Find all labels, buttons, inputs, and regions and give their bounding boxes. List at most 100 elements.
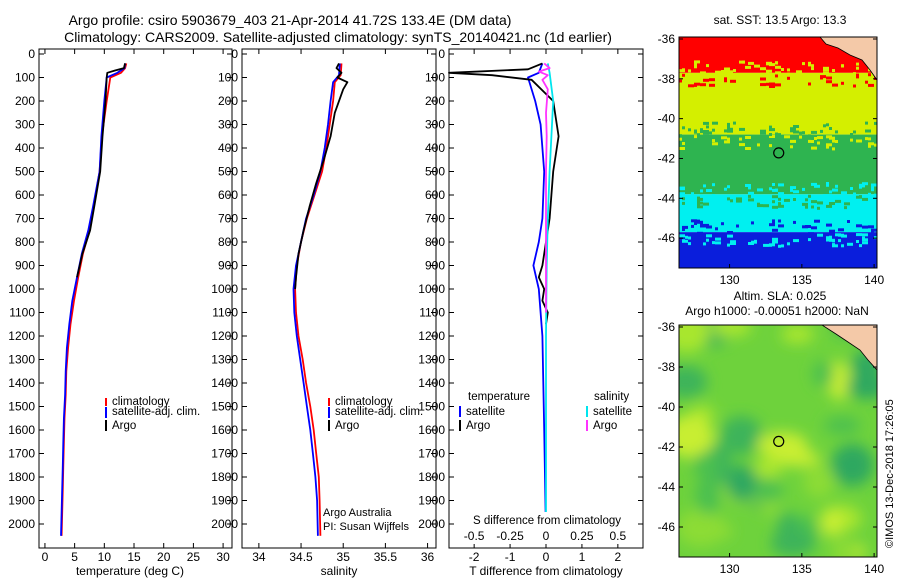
- sst-pixel: [832, 188, 838, 192]
- sst-pixel: [697, 220, 703, 224]
- y-tick-label: 600: [15, 188, 35, 202]
- sst-pixel: [874, 236, 877, 240]
- sst-pixel: [772, 195, 778, 199]
- map-x-tick-label: 135: [792, 273, 812, 287]
- sst-pixel: [772, 240, 778, 244]
- sla-blob: [846, 373, 877, 399]
- sst-pixel: [844, 202, 850, 206]
- sst-pixel: [694, 222, 697, 225]
- sst-pixel: [832, 83, 838, 87]
- sst-pixel: [817, 233, 823, 237]
- sst-pixel: [832, 239, 835, 243]
- sst-map-frame: [678, 36, 878, 269]
- sst-pixel: [829, 127, 832, 130]
- map-y-tick-label: -42: [658, 151, 676, 165]
- sst-pixel: [727, 185, 730, 189]
- x-tick-label: 10: [98, 550, 112, 564]
- sst-pixel: [856, 139, 862, 143]
- legend-t-argo: Argo: [466, 420, 490, 432]
- sst-pixel: [757, 202, 760, 206]
- sst-pixel: [856, 62, 859, 66]
- sla-x-ticks: 130 135 140: [720, 553, 884, 576]
- sst-pixel: [862, 182, 868, 186]
- s-difference-ticks: -0.5 -0.25 0 0.25 0.5: [464, 529, 627, 543]
- sst-y-ticks: -36 -38 -40 -42 -44 -46: [658, 32, 877, 245]
- sst-pixel: [736, 224, 739, 228]
- y-tick-label: 1700: [211, 447, 238, 461]
- sst-pixel: [862, 225, 868, 229]
- map-y-tick-label: -44: [658, 480, 676, 494]
- sst-pixel: [850, 138, 853, 142]
- sst-pixel: [826, 238, 829, 242]
- sst-pixel: [856, 224, 862, 228]
- sst-pixel: [727, 129, 733, 133]
- sst-pixel: [802, 187, 805, 191]
- sst-pixel: [703, 223, 709, 227]
- sla-blob: [754, 455, 781, 484]
- sst-pixel: [763, 204, 769, 208]
- imos-watermark: ©IMOS 13-Dec-2018 17:26:05: [884, 399, 896, 548]
- sla-blob: [823, 416, 861, 434]
- y-tick-label: 800: [15, 235, 35, 249]
- temperature-lines: [60, 63, 128, 536]
- sst-pixel: [832, 69, 835, 72]
- sst-pixel: [700, 128, 703, 132]
- sla-blob: [781, 325, 815, 344]
- temperature-x-ticks: 0 5 10 15 20 25 30: [42, 49, 230, 564]
- sst-pixel: [826, 223, 832, 227]
- y-tick-label: 1400: [8, 376, 35, 390]
- sst-pixel: [838, 228, 844, 232]
- temperature-legend: climatology satellite-adj. clim. Argo: [105, 396, 200, 432]
- y-tick-label: 0: [438, 47, 445, 61]
- sst-pixel: [682, 197, 685, 201]
- sst-pixel: [775, 133, 781, 137]
- pi-note: PI: Susan Wijffels: [323, 521, 409, 533]
- sst-pixel: [808, 63, 811, 67]
- sst-pixel: [730, 79, 736, 83]
- sst-pixel: [874, 193, 877, 197]
- y-tick-label: 1200: [8, 329, 35, 343]
- sst-pixel: [682, 239, 688, 243]
- y-tick-label: 1100: [419, 306, 445, 320]
- sst-pixel: [814, 137, 817, 140]
- sst-pixel: [721, 136, 727, 140]
- sst-pixel: [829, 136, 835, 140]
- sst-pixel: [772, 237, 778, 241]
- sla-blob: [831, 443, 874, 487]
- sst-pixel: [769, 243, 772, 247]
- sst-pixel: [700, 189, 703, 193]
- map-y-tick-label: -42: [658, 440, 676, 454]
- sst-pixel: [856, 66, 859, 70]
- y-tick-label: 100: [15, 71, 35, 85]
- map-y-tick-label: -38: [658, 360, 676, 374]
- sst-pixel: [799, 135, 802, 139]
- sst-pixel: [829, 202, 835, 205]
- legend-temperature-title: temperature: [468, 391, 530, 403]
- sst-pixel: [706, 225, 712, 229]
- y-tick-label: 400: [425, 141, 445, 155]
- sst-pixel: [778, 224, 784, 228]
- sst-pixel: [688, 242, 691, 246]
- sst-pixel: [691, 192, 694, 196]
- sst-pixel: [811, 205, 814, 209]
- y-tick-label: 1400: [418, 376, 445, 390]
- sst-speckle: [679, 60, 877, 248]
- sst-pixel: [727, 125, 730, 129]
- sst-pixel: [868, 73, 871, 77]
- sst-pixel: [853, 130, 856, 134]
- sst-pixel: [751, 221, 754, 225]
- sst-pixel: [679, 147, 685, 150]
- y-tick-label: 700: [218, 212, 238, 226]
- sst-pixel: [823, 124, 826, 128]
- salinity-lines: [292, 62, 349, 536]
- y-tick-label: 100: [425, 71, 445, 85]
- sst-pixel: [760, 67, 766, 71]
- y-tick-label: 100: [218, 71, 238, 85]
- sst-pixel: [805, 198, 808, 202]
- sst-pixel: [703, 242, 706, 246]
- sst-pixel: [724, 140, 730, 144]
- map-x-tick-label: 130: [720, 562, 740, 576]
- sst-pixel: [841, 64, 844, 68]
- y-tick-label: 1800: [8, 470, 35, 484]
- sst-pixel: [808, 238, 811, 242]
